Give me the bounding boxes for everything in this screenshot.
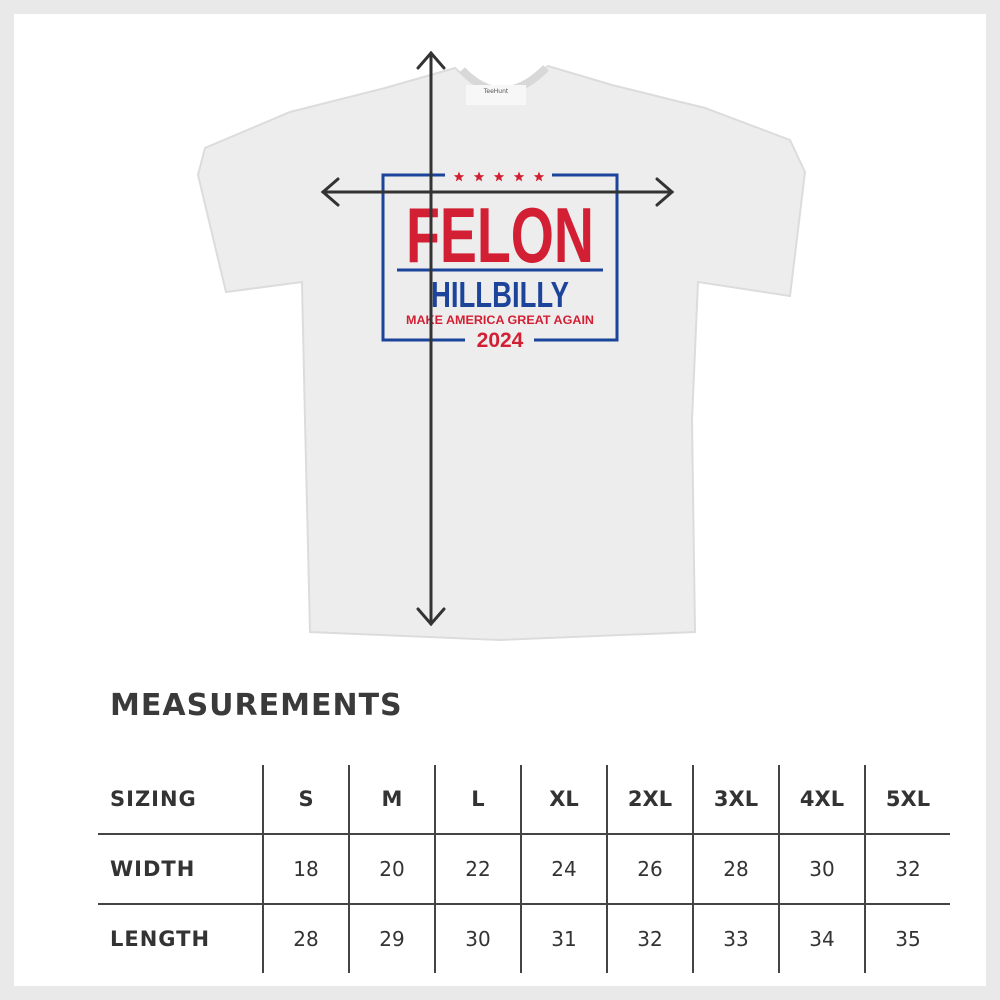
sizing-header: SIZING	[110, 787, 197, 811]
cell-width-2xl: 26	[606, 833, 693, 904]
design-slogan: MAKE AMERICA GREAT AGAIN	[406, 313, 594, 327]
design-hillbilly: HILLBILLY	[431, 274, 569, 315]
size-header-3xl: 3XL	[692, 765, 779, 834]
size-header-2xl: 2XL	[606, 765, 693, 834]
star-icon	[533, 171, 545, 182]
cell-length-3xl: 33	[692, 903, 779, 973]
size-header-s: S	[262, 765, 349, 834]
cell-length-m: 29	[348, 903, 435, 973]
cell-length-s: 28	[262, 903, 349, 973]
shirt-print: FELON HILLBILLY MAKE AMERICA GREAT AGAIN…	[381, 171, 619, 352]
table-row-length: LENGTH 28 29 30 31 32 33 34 35	[98, 903, 950, 973]
measurements-title: MEASUREMENTS	[110, 688, 403, 723]
length-arrow	[416, 50, 446, 627]
cell-width-4xl: 30	[778, 833, 865, 904]
star-icon	[453, 171, 465, 182]
star-icon	[513, 171, 525, 182]
cell-length-4xl: 34	[778, 903, 865, 973]
shirt-illustration: TeeHunt FELON HILLBILLY MAKE AMERICA GRE…	[196, 50, 807, 642]
cell-width-5xl: 32	[864, 833, 950, 904]
table-header-row: SIZING S M L XL 2XL 3XL 4XL 5XL	[98, 765, 950, 834]
design-year: 2024	[477, 329, 524, 352]
t-shirt	[196, 64, 807, 642]
size-header-l: L	[434, 765, 521, 834]
cell-length-xl: 31	[520, 903, 607, 973]
cell-width-xl: 24	[520, 833, 607, 904]
size-header-4xl: 4XL	[778, 765, 865, 834]
cell-length-5xl: 35	[864, 903, 950, 973]
cell-width-l: 22	[434, 833, 521, 904]
size-header-xl: XL	[520, 765, 607, 834]
row-label: WIDTH	[98, 833, 263, 904]
cell-width-m: 20	[348, 833, 435, 904]
size-header-m: M	[348, 765, 435, 834]
size-chart-table: SIZING S M L XL 2XL 3XL 4XL 5XL WIDTH 18 20 22 24 2…	[98, 765, 950, 973]
table-row-width: WIDTH 18 20 22 24 26 28 30 32	[98, 833, 950, 904]
cell-width-s: 18	[262, 833, 349, 904]
width-arrow	[320, 177, 675, 207]
cell-width-3xl: 28	[692, 833, 779, 904]
cell-length-l: 30	[434, 903, 521, 973]
design-felon: FELON	[406, 191, 594, 279]
neck-tag	[466, 85, 526, 105]
tag-logo: TeeHunt	[483, 88, 509, 95]
cell-length-2xl: 32	[606, 903, 693, 973]
size-header-5xl: 5XL	[864, 765, 950, 834]
star-icon	[473, 171, 485, 182]
star-icon	[493, 171, 505, 182]
row-label: LENGTH	[98, 903, 263, 973]
